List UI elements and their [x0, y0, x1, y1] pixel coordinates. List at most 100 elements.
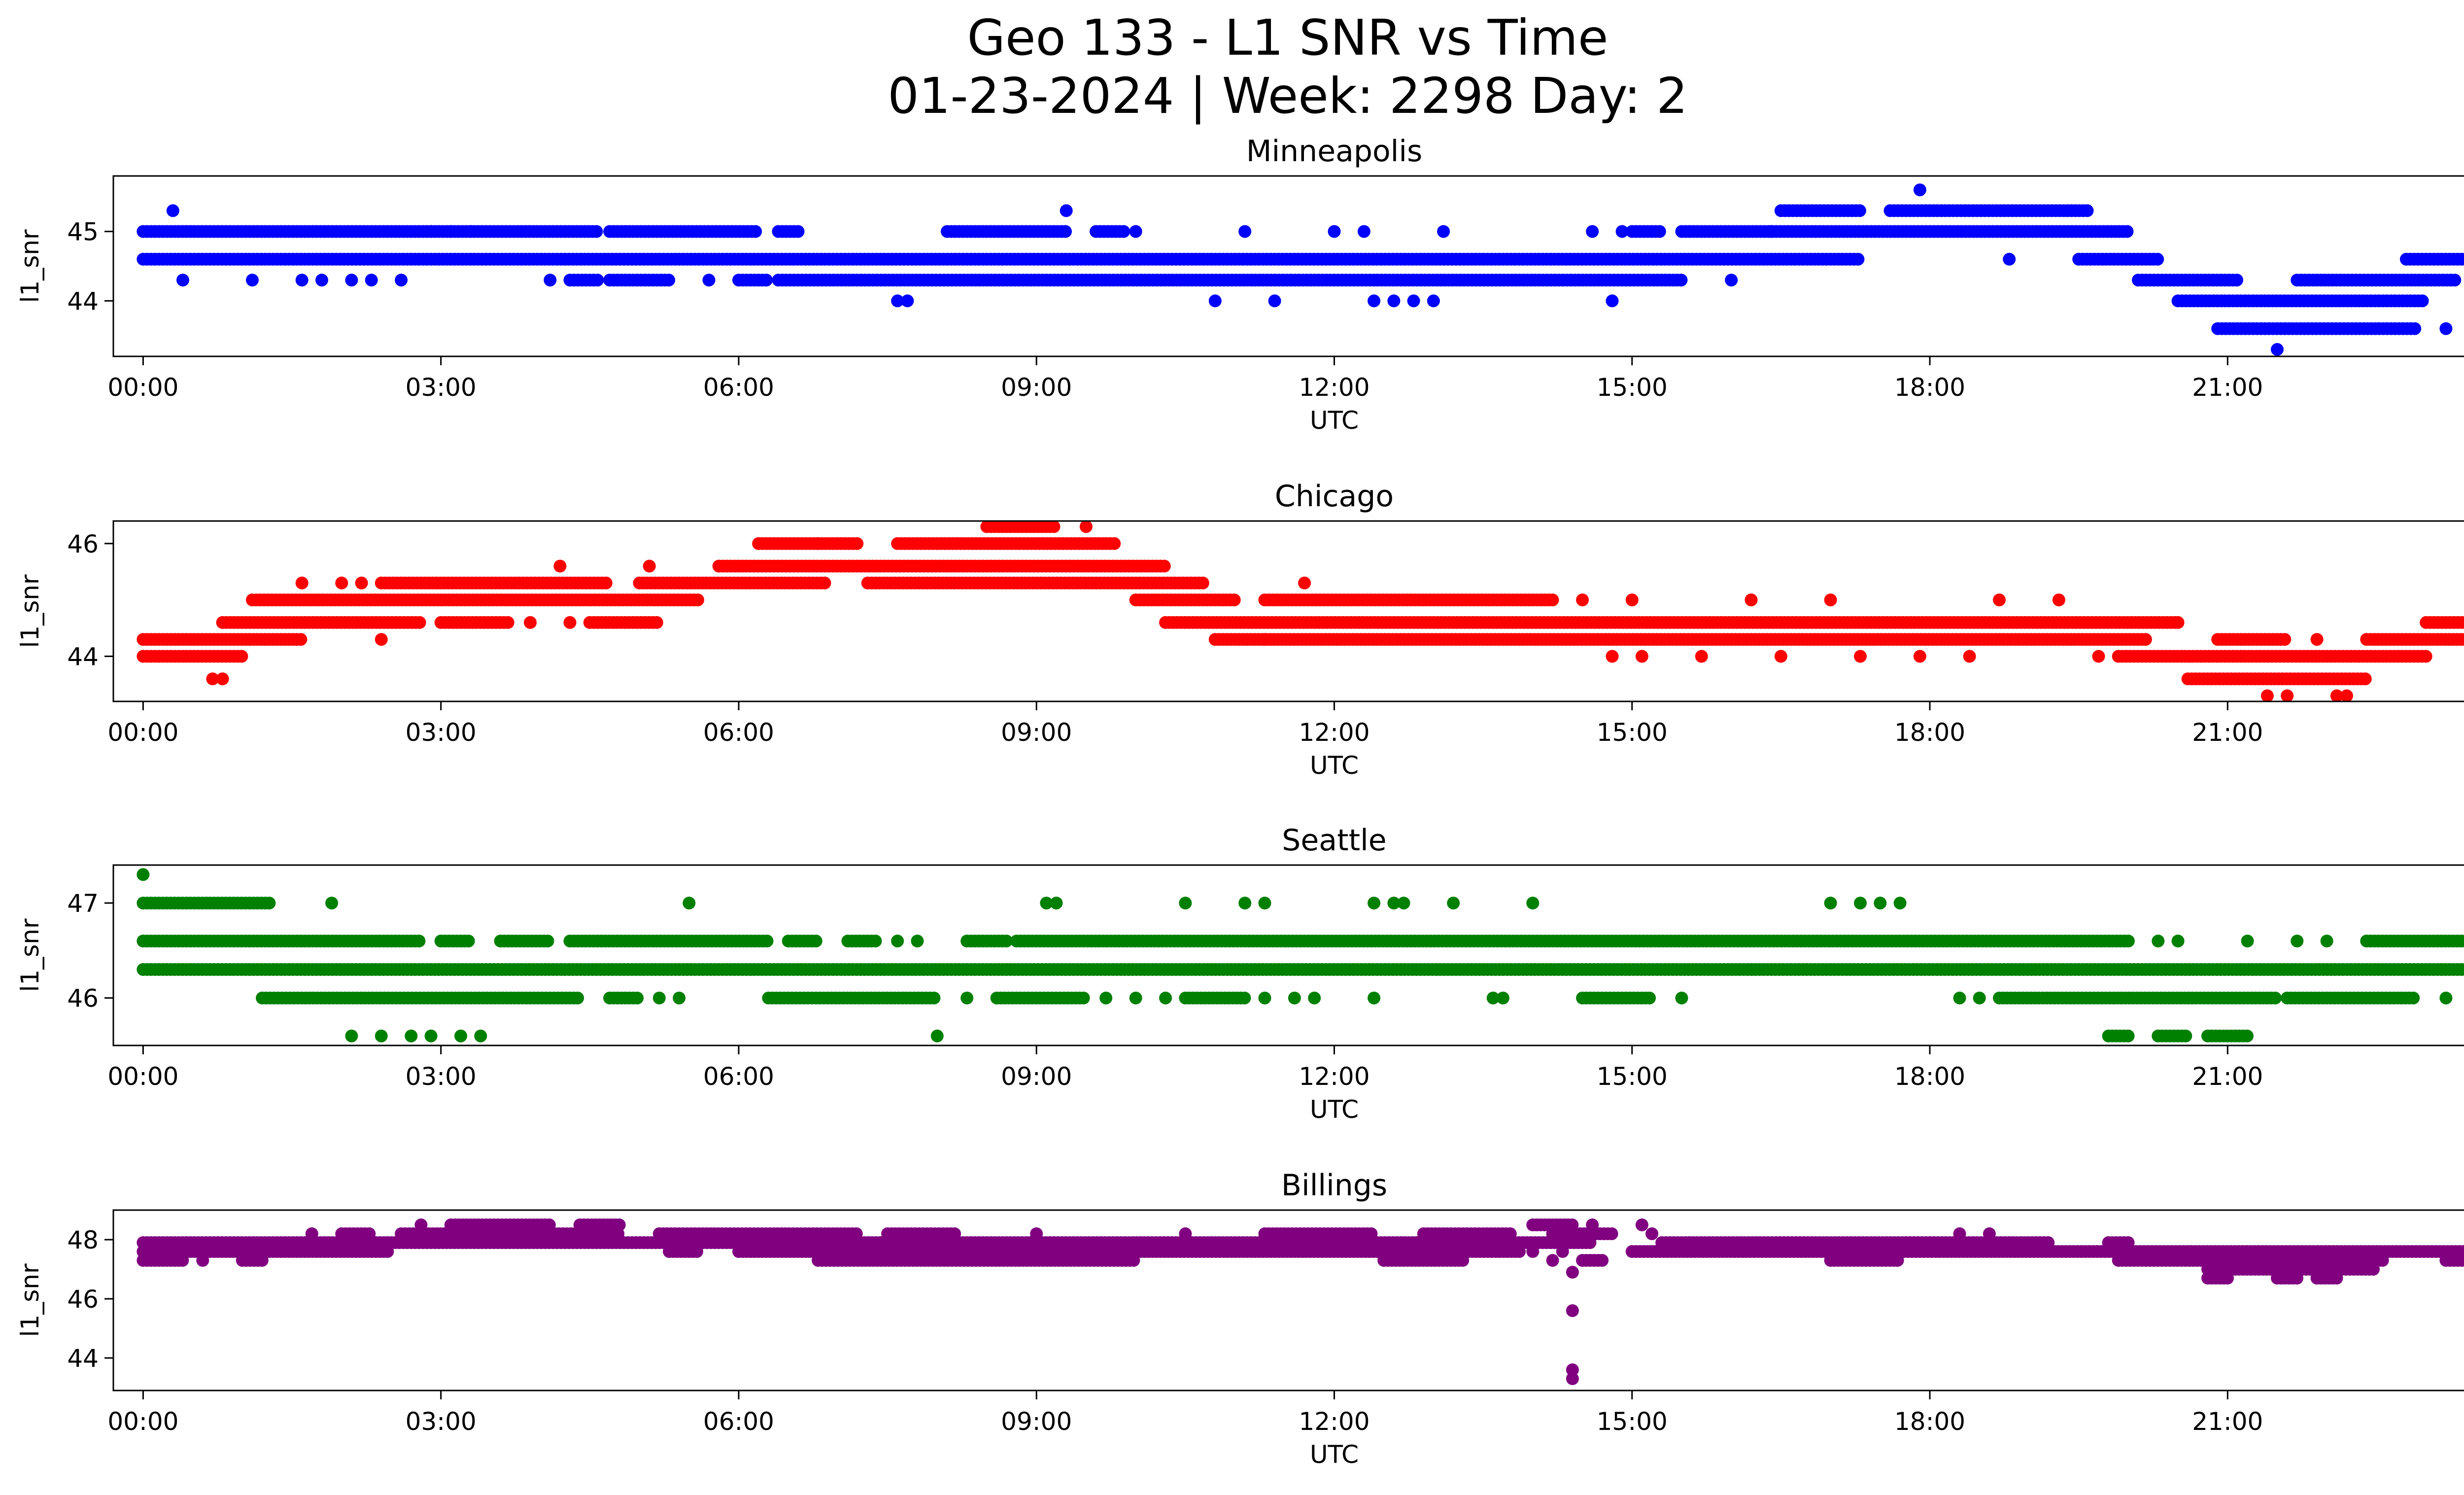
data-point: [2459, 963, 2464, 976]
data-point: [1238, 225, 1252, 238]
data-point: [927, 991, 941, 1005]
data-point: [869, 935, 882, 948]
series-points: [137, 1218, 2464, 1385]
data-point: [1328, 225, 1341, 238]
data-point: [1060, 204, 1073, 217]
subplot-title: Seattle: [1282, 823, 1386, 858]
data-point: [2052, 593, 2065, 607]
data-point: [1725, 274, 1738, 287]
data-point: [1851, 252, 1865, 266]
x-tick-label: 18:00: [1894, 373, 1965, 402]
data-point: [2459, 253, 2464, 266]
data-point: [424, 225, 438, 238]
data-point: [462, 935, 475, 948]
data-point: [2003, 252, 2016, 266]
data-point: [335, 576, 348, 590]
y-tick-label: 46: [67, 984, 99, 1013]
data-point: [760, 274, 773, 287]
data-point: [1526, 897, 1540, 910]
x-tick-label: 21:00: [2192, 373, 2263, 402]
plot-frame: [112, 175, 2464, 357]
data-point: [375, 1029, 388, 1043]
data-point: [652, 991, 666, 1005]
data-point: [702, 274, 716, 287]
data-point: [2278, 633, 2292, 646]
subplot-title: Chicago: [1275, 479, 1394, 514]
data-point: [650, 616, 663, 629]
data-point: [2340, 689, 2353, 701]
data-point: [891, 935, 904, 948]
data-point: [599, 576, 613, 590]
data-point: [1228, 593, 1241, 607]
data-point: [2407, 991, 2420, 1005]
data-point: [1596, 1254, 1609, 1267]
data-point: [631, 991, 644, 1005]
data-point: [474, 1029, 487, 1043]
data-point: [1040, 897, 1053, 910]
y-tick-label: 44: [67, 287, 99, 315]
x-tick-label: 00:00: [107, 718, 178, 747]
data-point: [2121, 225, 2134, 238]
x-tick-label: 00:00: [107, 373, 178, 402]
data-point: [295, 576, 308, 590]
data-point: [673, 991, 686, 1005]
series-points: [137, 183, 2464, 356]
data-point: [2439, 991, 2453, 1005]
data-point: [524, 616, 537, 629]
panel-minneapolis: 00:00 03:00 06:00 09:00 12:00 15:00 18:00 21:00…: [16, 134, 2464, 435]
y-tick-label: 45: [67, 218, 99, 246]
data-point: [444, 225, 457, 238]
x-tick-label: 06:00: [703, 373, 774, 402]
data-point: [2230, 274, 2243, 287]
data-point: [1129, 225, 1142, 238]
data-point: [1615, 225, 1629, 238]
data-point: [345, 1029, 358, 1043]
data-point: [1824, 593, 1837, 607]
x-tick-label: 21:00: [2192, 1062, 2263, 1091]
data-point: [1893, 897, 1907, 910]
data-point: [1000, 935, 1013, 948]
data-point: [1635, 650, 1648, 663]
data-point: [1258, 991, 1271, 1005]
data-point: [901, 294, 914, 308]
data-point: [1874, 897, 1887, 910]
x-tick-label: 09:00: [1001, 1062, 1072, 1091]
data-point: [1158, 559, 1171, 573]
x-axis-label: UTC: [1310, 1095, 1359, 1124]
data-point: [345, 274, 358, 287]
data-point: [544, 274, 557, 287]
data-point: [2463, 937, 2464, 945]
data-point: [464, 225, 478, 238]
data-point: [2171, 616, 2185, 629]
data-point: [295, 274, 308, 287]
data-point: [2092, 650, 2105, 663]
data-point: [1606, 650, 1619, 663]
data-point: [2122, 935, 2135, 948]
data-point: [1208, 294, 1222, 308]
data-point: [960, 991, 974, 1005]
x-tick-label: 12:00: [1299, 718, 1369, 747]
x-tick-label: 00:00: [107, 1062, 178, 1091]
subplot-title: Minneapolis: [1246, 134, 1423, 169]
data-point: [1625, 593, 1639, 607]
data-point: [1606, 294, 1619, 308]
data-point: [1258, 897, 1271, 910]
data-point: [2416, 294, 2429, 308]
data-point: [395, 274, 408, 287]
page-title: Geo 133 - L1 SNR vs Time 01-23-2024 | We…: [0, 9, 2464, 125]
data-point: [1268, 294, 1281, 308]
data-point: [1059, 225, 1072, 238]
data-point: [2459, 616, 2464, 629]
x-tick-label: 15:00: [1597, 718, 1668, 747]
data-point: [2291, 935, 2304, 948]
data-point: [791, 225, 805, 238]
data-point: [553, 559, 567, 573]
x-tick-label: 15:00: [1597, 1062, 1668, 1091]
data-point: [2271, 343, 2284, 356]
data-point: [1675, 274, 1688, 287]
data-point: [1308, 991, 1321, 1005]
title-line-2: 01-23-2024 | Week: 2298 Day: 2: [888, 67, 1688, 125]
data-point: [1159, 991, 1172, 1005]
data-point: [2439, 322, 2453, 335]
data-point: [1117, 225, 1130, 238]
